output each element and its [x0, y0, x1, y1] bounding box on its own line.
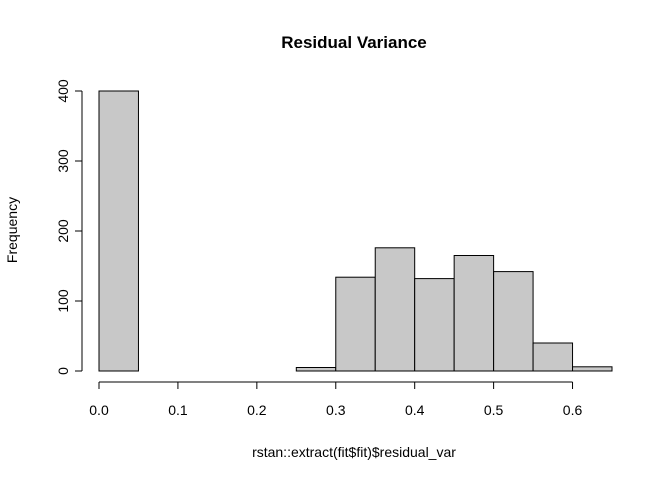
- y-tick-label: 200: [55, 219, 71, 243]
- x-tick-label: 0.0: [89, 402, 109, 418]
- x-tick-label: 0.2: [247, 402, 267, 418]
- x-tick-label: 0.1: [168, 402, 188, 418]
- histogram-bar: [98, 90, 139, 372]
- y-tick-label: 0: [55, 367, 71, 375]
- y-tick-label: 100: [55, 289, 71, 313]
- histogram-bar: [453, 255, 495, 372]
- y-tick-label: 400: [55, 79, 71, 103]
- y-tick-label: 300: [55, 149, 71, 173]
- x-tick-label: 0.6: [563, 402, 583, 418]
- x-tick-label: 0.4: [405, 402, 425, 418]
- y-axis-label: Frequency: [4, 197, 20, 263]
- x-tick-label: 0.5: [484, 402, 504, 418]
- x-tick-label: 0.3: [326, 402, 346, 418]
- histogram-bar: [374, 247, 416, 372]
- histogram-bar: [532, 342, 574, 372]
- x-ticks-group: 0.0 0.1 0.2 0.3 0.4 0.5 0.6: [89, 382, 582, 418]
- histogram-bar: [493, 271, 534, 372]
- x-axis-label: rstan::extract(fit$fit)$residual_var: [252, 444, 456, 460]
- y-ticks-group: 0 100 200 300 400: [55, 79, 82, 375]
- bars-group: [98, 90, 613, 372]
- chart-title: Residual Variance: [281, 33, 427, 52]
- histogram-bar: [572, 366, 613, 372]
- histogram-bar: [335, 276, 376, 372]
- histogram-bar: [414, 278, 455, 372]
- histogram-bar: [295, 367, 337, 372]
